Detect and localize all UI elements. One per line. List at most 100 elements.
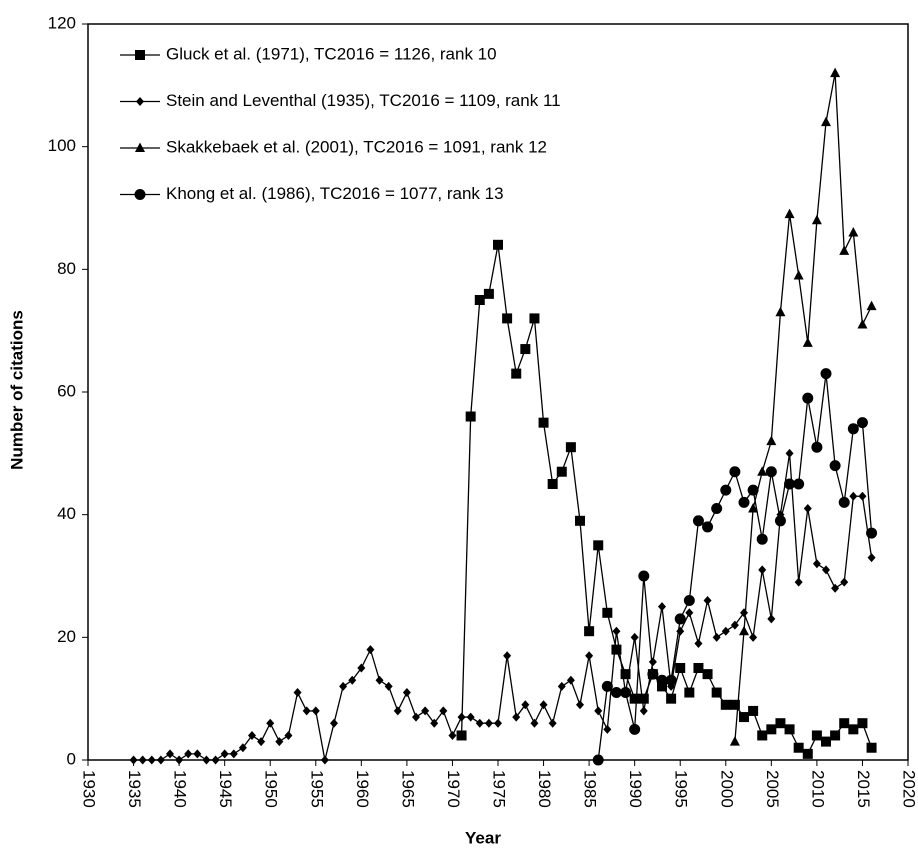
marker-circle	[856, 417, 868, 429]
marker-diamond	[639, 706, 648, 716]
marker-triangle	[766, 435, 777, 446]
marker-square	[857, 718, 868, 729]
marker-diamond	[384, 681, 393, 691]
marker-diamond	[521, 700, 530, 710]
marker-circle	[756, 533, 768, 545]
marker-diamond	[831, 583, 840, 593]
marker-square	[729, 699, 740, 710]
x-tick-label: 2000	[717, 770, 736, 808]
marker-triangle	[821, 116, 831, 127]
marker-diamond	[439, 706, 448, 716]
marker-diamond	[211, 755, 220, 765]
marker-diamond	[466, 712, 475, 722]
marker-diamond	[284, 730, 293, 740]
marker-circle	[829, 460, 841, 472]
series-line	[133, 453, 873, 761]
marker-square	[802, 748, 813, 759]
marker-diamond	[330, 718, 338, 728]
y-tick-label: 40	[57, 504, 76, 523]
marker-diamond	[412, 712, 420, 722]
marker-square	[739, 712, 749, 723]
marker-diamond	[712, 632, 721, 642]
y-tick-label: 80	[57, 259, 76, 278]
marker-diamond	[484, 718, 493, 728]
x-tick-label: 1955	[307, 770, 326, 808]
series-line	[734, 72, 873, 742]
marker-square	[766, 724, 777, 735]
marker-square	[638, 693, 649, 704]
marker-circle	[692, 515, 704, 527]
x-tick-label: 2010	[808, 770, 827, 808]
marker-diamond	[648, 657, 657, 667]
marker-diamond	[548, 718, 557, 728]
marker-triangle	[739, 625, 749, 636]
marker-diamond	[494, 718, 502, 728]
x-tick-label: 1995	[672, 770, 691, 808]
marker-square	[474, 295, 485, 305]
marker-square	[693, 663, 704, 673]
marker-diamond	[840, 577, 849, 587]
marker-triangle	[757, 466, 768, 476]
marker-diamond	[685, 608, 694, 618]
x-tick-label: 2015	[854, 770, 873, 808]
marker-diamond	[430, 718, 439, 728]
marker-diamond	[658, 602, 666, 612]
marker-diamond	[184, 749, 193, 759]
y-tick-label: 100	[48, 136, 76, 155]
marker-square	[748, 705, 759, 716]
marker-square	[565, 442, 576, 453]
marker-diamond	[339, 681, 348, 691]
marker-triangle	[729, 736, 740, 746]
marker-diamond	[448, 730, 457, 740]
marker-square	[866, 742, 877, 753]
marker-diamond	[767, 614, 776, 624]
marker-diamond	[293, 688, 302, 698]
marker-diamond	[266, 718, 275, 728]
marker-diamond	[803, 504, 812, 514]
marker-circle	[702, 521, 714, 533]
marker-diamond	[512, 712, 521, 722]
marker-diamond	[375, 675, 384, 685]
marker-circle	[793, 478, 805, 490]
marker-triangle	[830, 67, 841, 78]
marker-diamond	[393, 706, 402, 716]
marker-circle	[638, 570, 650, 582]
marker-diamond	[557, 681, 566, 691]
marker-circle	[784, 478, 796, 490]
x-tick-label: 1935	[125, 770, 144, 808]
marker-diamond	[366, 645, 375, 655]
marker-square	[775, 718, 786, 729]
x-tick-label: 1930	[80, 770, 99, 808]
marker-circle	[802, 392, 814, 404]
marker-diamond	[402, 688, 411, 698]
marker-diamond	[539, 700, 548, 710]
marker-diamond	[166, 749, 174, 759]
marker-square	[493, 239, 503, 250]
marker-diamond	[749, 632, 758, 642]
marker-circle	[665, 674, 677, 686]
x-tick-label: 1950	[262, 770, 281, 808]
marker-diamond	[138, 755, 147, 765]
y-axis-title: Number of citations	[7, 310, 26, 470]
marker-diamond	[220, 749, 229, 759]
marker-diamond	[129, 755, 138, 765]
marker-square	[547, 479, 558, 489]
marker-circle	[738, 496, 750, 508]
marker-diamond	[238, 743, 247, 753]
marker-circle	[601, 680, 613, 692]
marker-square	[793, 742, 804, 753]
marker-triangle	[839, 245, 850, 255]
marker-square	[720, 699, 731, 710]
marker-square	[666, 693, 677, 704]
marker-circle	[711, 503, 723, 515]
x-tick-label: 1965	[398, 770, 417, 808]
marker-circle	[729, 466, 741, 478]
marker-triangle	[784, 208, 795, 219]
marker-diamond	[311, 706, 320, 716]
marker-circle	[811, 441, 823, 453]
marker-square	[538, 417, 549, 428]
marker-triangle	[775, 306, 786, 317]
marker-diamond	[721, 626, 730, 636]
marker-diamond	[858, 491, 867, 501]
y-tick-label: 120	[48, 13, 76, 32]
